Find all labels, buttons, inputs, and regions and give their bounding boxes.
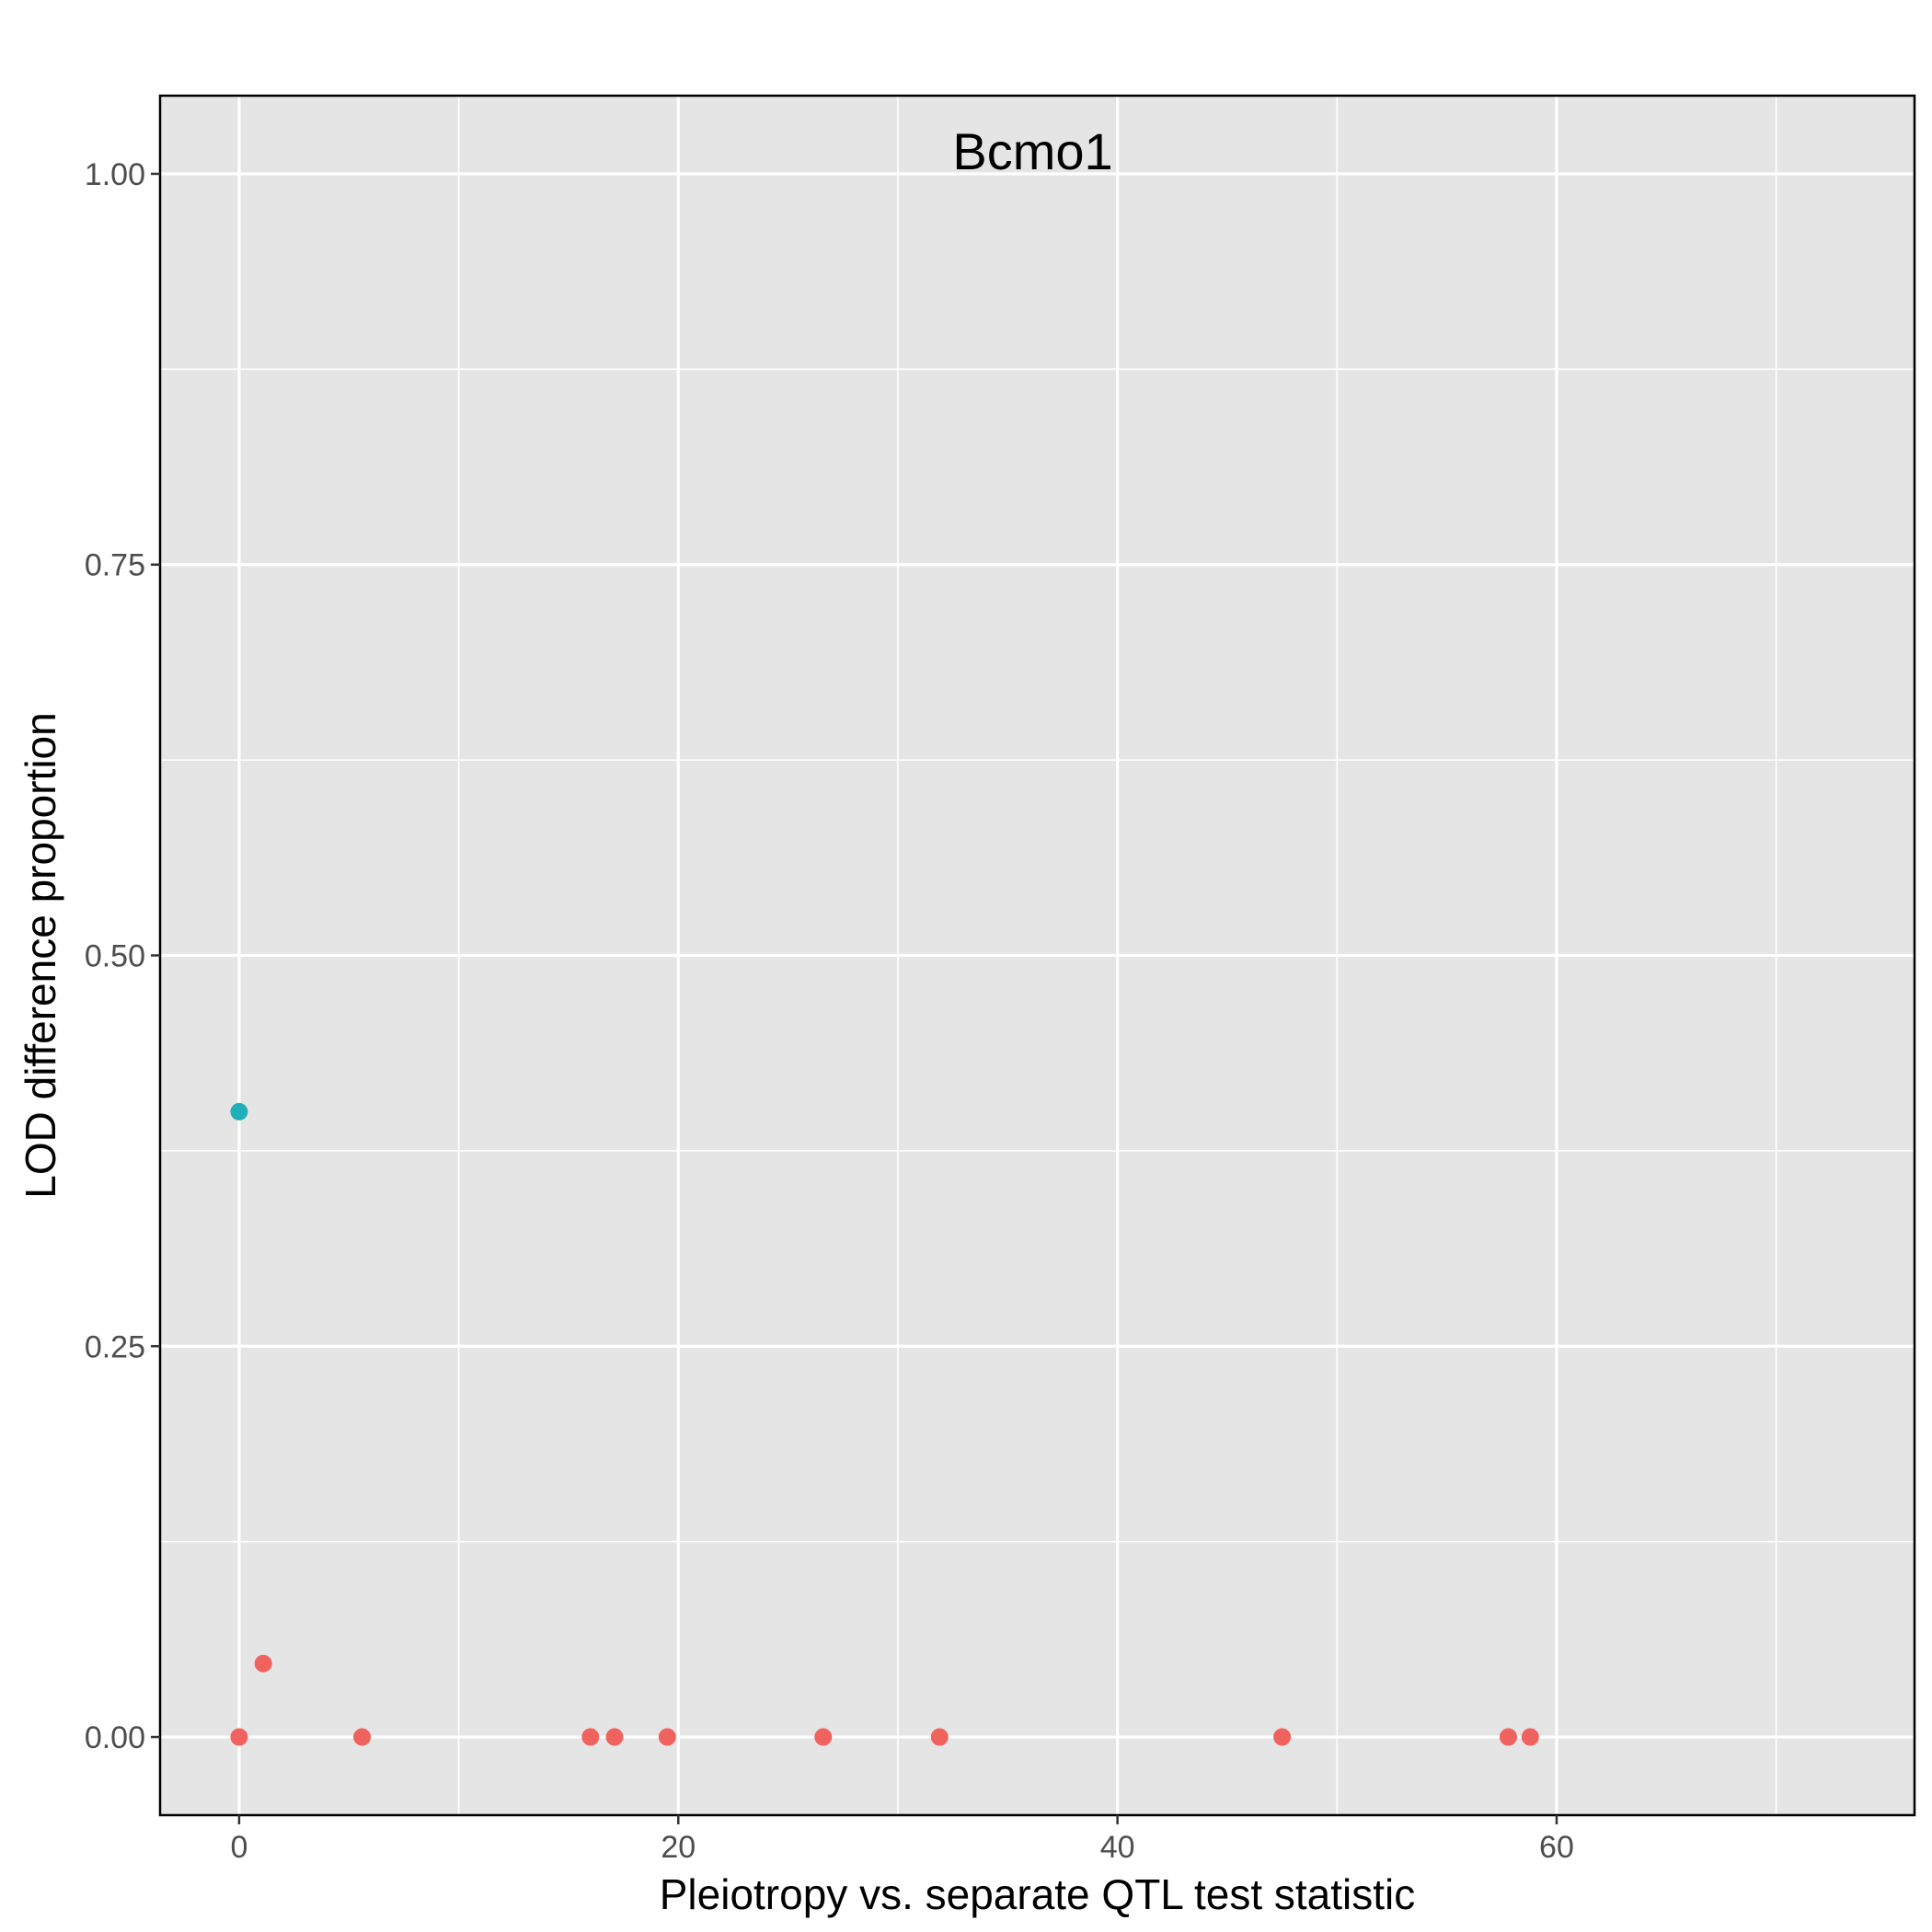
x-axis-ticks: 0 20 40 60: [230, 1815, 1574, 1865]
grid-major: [160, 96, 1915, 1815]
y-tick-label: 0.00: [85, 1720, 145, 1755]
data-point: [1499, 1728, 1517, 1746]
data-point: [1273, 1728, 1292, 1746]
y-tick-label: 0.75: [85, 548, 145, 583]
data-point: [581, 1728, 600, 1746]
x-tick-label: 40: [1100, 1830, 1135, 1865]
data-point: [230, 1728, 248, 1746]
data-point: [658, 1728, 676, 1746]
data-point: [930, 1728, 949, 1746]
y-axis-title: LOD difference proportion: [17, 712, 64, 1198]
data-point: [814, 1728, 833, 1746]
y-tick-label: 0.25: [85, 1329, 145, 1364]
x-tick-label: 20: [661, 1830, 696, 1865]
chart-title: Bcmo1: [952, 122, 1112, 180]
data-point: [1521, 1728, 1539, 1746]
y-tick-label: 1.00: [85, 157, 145, 192]
data-point: [605, 1728, 624, 1746]
y-axis-ticks: 0.00 0.25 0.50 0.75 1.00: [85, 157, 160, 1755]
x-axis-title: Pleiotropy vs. separate QTL test statist…: [660, 1870, 1416, 1918]
data-point: [230, 1102, 248, 1121]
data-point: [254, 1654, 272, 1673]
x-tick-label: 60: [1539, 1830, 1574, 1865]
data-points: [230, 1102, 1539, 1746]
data-point: [353, 1728, 372, 1746]
y-tick-label: 0.50: [85, 939, 145, 974]
x-tick-label: 0: [230, 1830, 247, 1865]
